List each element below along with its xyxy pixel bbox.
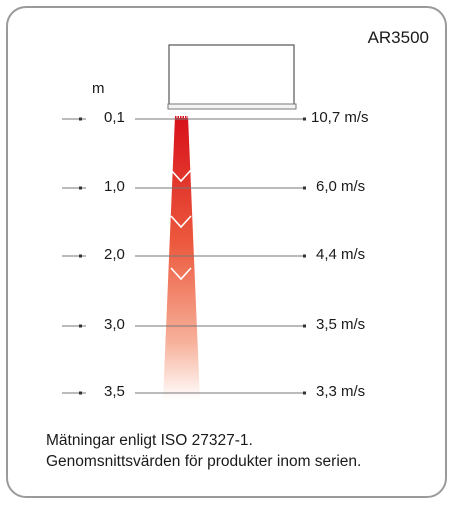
- right-tick-mark: [303, 254, 306, 258]
- left-tick-mark: [79, 254, 82, 258]
- air-beam: [163, 116, 200, 400]
- left-tick-mark: [79, 186, 82, 190]
- left-tick-mark: [79, 117, 82, 121]
- right-tick-mark: [303, 391, 306, 395]
- distance-label: 1,0: [104, 178, 125, 195]
- air-speed-label: 3,3 m/s: [316, 383, 366, 400]
- right-tick-mark: [303, 186, 306, 190]
- distance-label: 2,0: [104, 246, 125, 263]
- unit-outlet: [167, 103, 297, 110]
- flow-direction-chevrons: [170, 169, 192, 281]
- air-speed-label: 10,7 m/s: [311, 109, 369, 126]
- nozzle-grille: [176, 112, 188, 118]
- distance-label: 3,0: [104, 316, 125, 333]
- left-tick-mark: [79, 324, 82, 328]
- right-tick-mark: [303, 117, 306, 121]
- air-speed-label: 6,0 m/s: [316, 178, 366, 195]
- right-tick-mark: [303, 324, 306, 328]
- air-speed-label: 3,5 m/s: [316, 316, 366, 333]
- depth-unit-label: m: [92, 80, 105, 97]
- distance-label: 0,1: [104, 109, 125, 126]
- air-curtain-unit: [168, 44, 295, 108]
- distance-label: 3,5: [104, 383, 125, 400]
- air-speed-label: 4,4 m/s: [316, 246, 366, 263]
- model-name: AR3500: [367, 28, 429, 47]
- measurement-note: Mätningar enligt ISO 27327-1. Genomsnitt…: [46, 432, 362, 470]
- left-tick-mark: [79, 391, 82, 395]
